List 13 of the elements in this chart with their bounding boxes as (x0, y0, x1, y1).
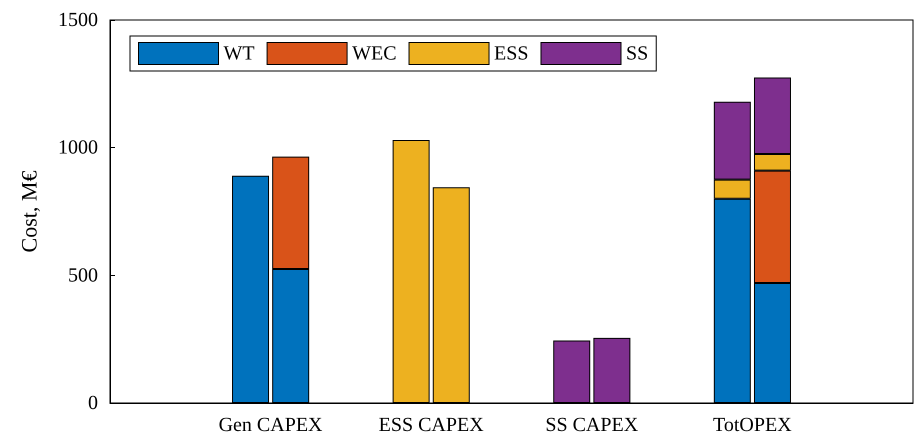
y-tick-label: 500 (68, 264, 98, 286)
x-tick-label: SS CAPEX (545, 414, 639, 436)
legend-label: ESS (494, 42, 528, 64)
y-tick-label: 1000 (58, 136, 98, 159)
x-tick-label: TotOPEX (713, 414, 792, 436)
legend-label: SS (626, 42, 648, 64)
x-tick-label: ESS CAPEX (378, 414, 484, 436)
y-tick-label: 0 (88, 392, 98, 414)
legend-label: WT (224, 42, 255, 64)
y-tick-label: 1500 (58, 9, 98, 31)
y-axis-title: Cost, M€ (16, 170, 42, 252)
x-tick-label: Gen CAPEX (218, 414, 324, 436)
legend-label: WEC (352, 42, 397, 64)
